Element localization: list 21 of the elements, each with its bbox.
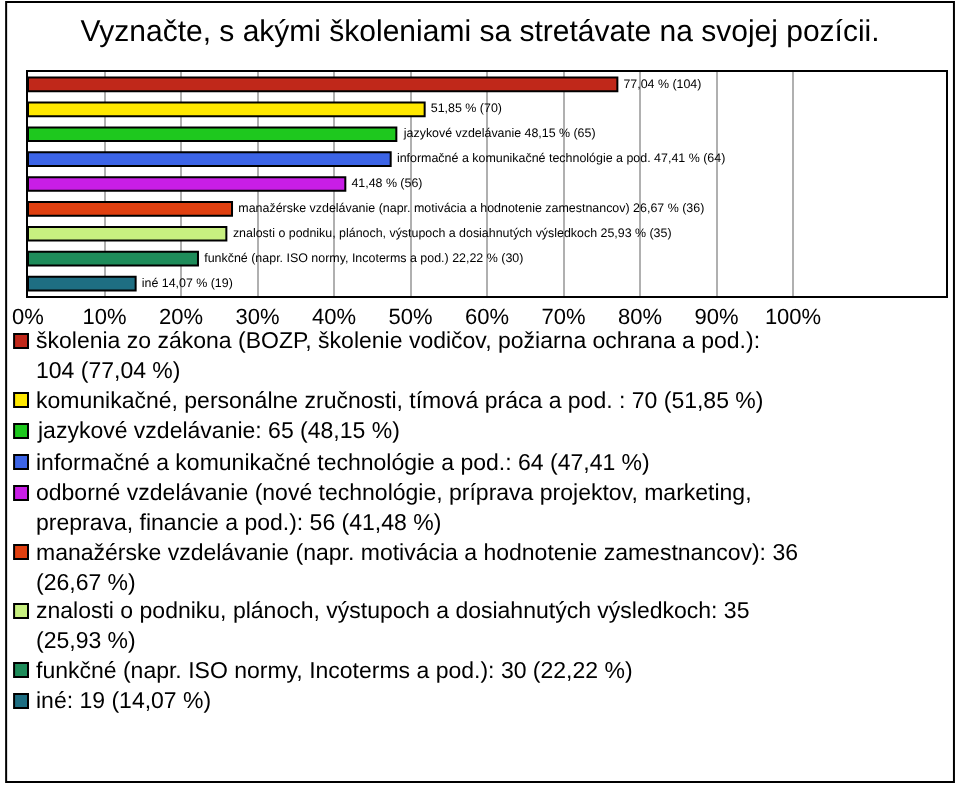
x-tick-label: 40% <box>311 306 357 331</box>
x-tick-label: 70% <box>541 306 586 331</box>
x-tick-label: 10% <box>82 306 127 331</box>
legend-label: iné: 19 (14,07 %) <box>36 690 212 714</box>
chart-title: Vyznačte, s akými školeniami sa stretávate na svojej pozícii. <box>80 14 880 49</box>
legend-label: manažérske vzdelávanie (napr. motivácia a hodnotenie zamestnancov): 36 (26,67 %) <box>36 542 798 596</box>
legend-label: jazykové vzdelávanie: 65 (48,15 %) <box>36 420 401 444</box>
legend-label: informačné a komunikačné technológie a pod.: 64 (47,41 %) <box>36 452 651 476</box>
legend-label: školenia zo zákona (BOZP, školenie vodičov, požiarna ochrana a pod.): 104 (77,04 %) <box>36 330 761 384</box>
x-tick-label: 90% <box>694 306 739 331</box>
x-tick-label: 30% <box>235 306 280 331</box>
x-tick-label: 50% <box>388 306 433 331</box>
x-tick-label: 100% <box>764 306 822 331</box>
x-tick-label: 80% <box>617 306 663 331</box>
x-tick-label: 60% <box>464 306 510 331</box>
legend-label: znalosti o podniku, plánoch, výstupoch a dosiahnutých výsledkoch: 35 (25,93 %) <box>36 600 750 654</box>
legend-label: odborné vzdelávanie (nové technológie, príprava projektov, marketing, preprava, financie a pod.): 56 (41,48 %) <box>36 482 752 536</box>
legend-label: funkčné (napr. ISO normy, Incoterms a pod.): 30 (22,22 %) <box>36 660 633 684</box>
x-tick-label: 20% <box>158 306 204 331</box>
legend-label: komunikačné, personálne zručnosti, tímová práca a pod. : 70 (51,85 %) <box>36 390 764 414</box>
x-tick-label: 0% <box>12 306 45 331</box>
